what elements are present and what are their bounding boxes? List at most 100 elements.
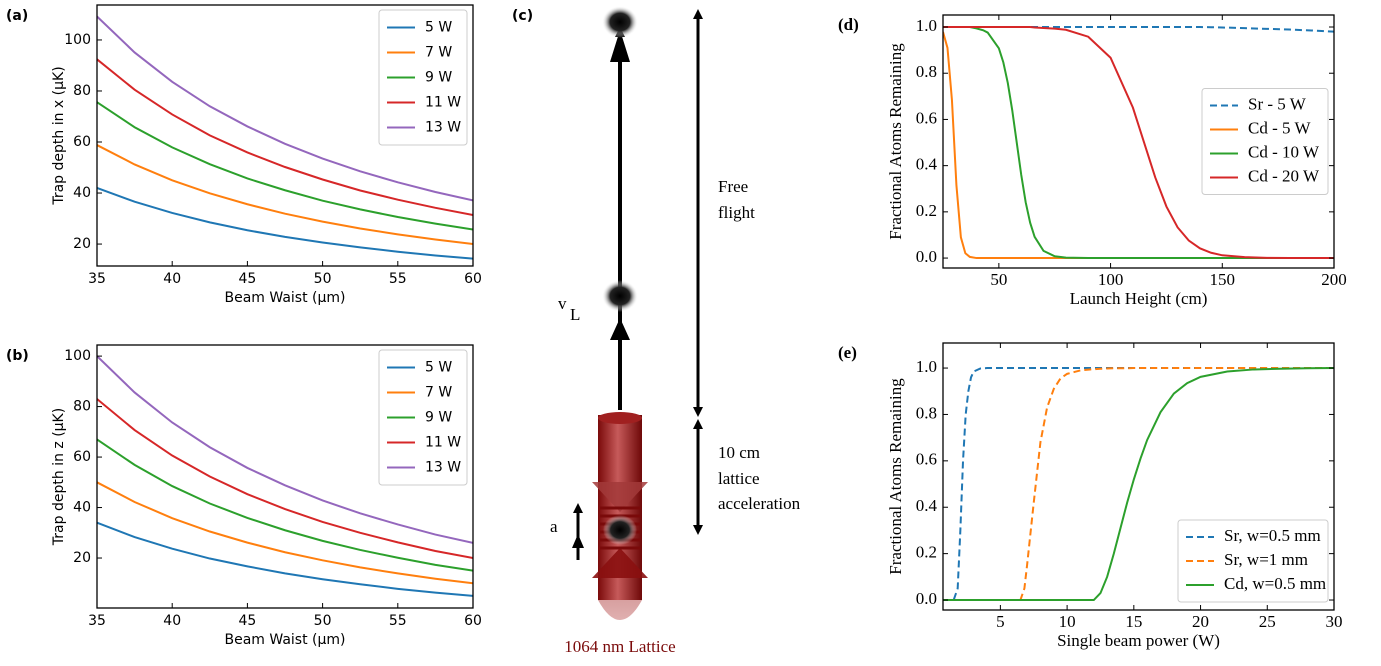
acceleration-arrowhead xyxy=(572,534,584,548)
free-flight-text: flight xyxy=(718,203,755,222)
y-tick-label: 20 xyxy=(73,236,91,252)
panel-label: (e) xyxy=(838,343,857,362)
y-tick-label: 80 xyxy=(73,83,91,99)
plot-frame xyxy=(942,14,1335,269)
legend-label: 13 W xyxy=(425,120,461,136)
y-tick-label: 0.4 xyxy=(916,155,938,174)
y-tick-label: 0.0 xyxy=(916,589,937,608)
x-axis-label: Beam Waist (μm) xyxy=(224,290,345,306)
y-tick-label: 0.2 xyxy=(916,543,937,562)
x-tick-label: 15 xyxy=(1125,612,1142,631)
x-tick-label: 10 xyxy=(1059,612,1076,631)
x-axis-label: Launch Height (cm) xyxy=(1070,289,1208,308)
chart: (d) 50 100 150 200 0.0 0.2 0.4 0.6 0.8 1.0 Launch H… xyxy=(838,14,1347,308)
x-tick-label: 35 xyxy=(88,271,106,287)
legend: Sr, w=0.5 mm Sr, w=1 mm Cd, w=0.5 mm xyxy=(1177,519,1329,603)
legend-box xyxy=(378,349,468,486)
velocity-subscript: L xyxy=(570,305,580,324)
legend-box xyxy=(1201,88,1329,195)
x-axis-label: Beam Waist (μm) xyxy=(224,632,345,648)
legend: 5 W 7 W 9 W 11 W 13 W xyxy=(378,9,468,146)
legend-label: 9 W xyxy=(425,70,452,86)
y-tick-label: 100 xyxy=(64,348,91,364)
x-tick-label: 200 xyxy=(1321,270,1347,289)
legend-label: Sr - 5 W xyxy=(1248,94,1307,113)
x-tick-label: 5 xyxy=(996,612,1005,631)
y-axis-label: Fractional Atoms Remaining xyxy=(886,43,905,240)
plot-frame xyxy=(942,342,1335,611)
y-tick-label: 40 xyxy=(73,185,91,201)
legend-label: 5 W xyxy=(425,360,452,376)
lattice-arrow-down xyxy=(592,482,648,512)
x-tick-label: 150 xyxy=(1210,270,1236,289)
legend-box xyxy=(378,9,468,146)
panel-label: (d) xyxy=(838,15,859,34)
acceleration-label: a xyxy=(550,517,558,536)
panel-label: (b) xyxy=(6,348,29,364)
legend-label: Sr, w=0.5 mm xyxy=(1224,526,1321,545)
atom-cloud xyxy=(602,280,638,312)
lattice-arrow-up xyxy=(592,548,648,578)
legend-label: Sr, w=1 mm xyxy=(1224,550,1308,569)
x-tick-label: 100 xyxy=(1098,270,1124,289)
y-tick-label: 100 xyxy=(64,32,91,48)
y-axis-label: Trap depth in z (μK) xyxy=(51,408,67,546)
path-arrowheads xyxy=(610,30,630,340)
legend-label: 11 W xyxy=(425,435,461,451)
atom-cloud xyxy=(603,515,637,545)
series-line xyxy=(97,438,473,572)
x-tick-label: 55 xyxy=(389,271,407,287)
x-tick-label: 60 xyxy=(464,613,482,629)
series-line xyxy=(97,521,473,597)
x-tick-label: 35 xyxy=(88,613,106,629)
y-tick-label: 60 xyxy=(73,134,91,150)
y-axis-label: Trap depth in x (μK) xyxy=(51,66,67,205)
beam-top xyxy=(598,412,642,424)
y-tick-label: 0.6 xyxy=(916,108,937,127)
x-tick-label: 50 xyxy=(990,270,1007,289)
diagram: (c) Free flight 10 cm lattice accelerati… xyxy=(512,6,801,656)
y-tick-label: 40 xyxy=(73,500,91,516)
velocity-label: v xyxy=(558,294,567,313)
y-tick-label: 0.6 xyxy=(916,450,937,469)
x-tick-label: 45 xyxy=(238,271,256,287)
x-tick-label: 50 xyxy=(314,613,332,629)
y-tick-label: 60 xyxy=(73,449,91,465)
chart: (e) 5 10 15 20 25 30 0.0 0.2 0.4 0.6 0.8 1.0 Single b… xyxy=(838,342,1343,650)
series-line xyxy=(97,398,473,560)
plot-frame xyxy=(96,4,474,267)
x-tick-label: 40 xyxy=(163,271,181,287)
legend-label: 5 W xyxy=(425,20,452,36)
acceleration-text: acceleration xyxy=(718,494,801,513)
legend: Sr - 5 W Cd - 5 W Cd - 10 W Cd - 20 W xyxy=(1201,88,1329,195)
chart: (b) 35 40 45 50 55 60 20 40 60 80 100 Beam Waist (μm… xyxy=(6,344,482,648)
panel-label: (c) xyxy=(512,8,533,24)
x-tick-label: 30 xyxy=(1326,612,1343,631)
x-axis-label: Single beam power (W) xyxy=(1057,631,1220,650)
y-tick-label: 0.0 xyxy=(916,247,937,266)
legend-box xyxy=(1177,519,1329,603)
legend: 5 W 7 W 9 W 11 W 13 W xyxy=(378,349,468,486)
x-tick-label: 50 xyxy=(314,271,332,287)
series-line xyxy=(97,186,473,260)
acceleration-text: 10 cm xyxy=(718,443,760,462)
series-line xyxy=(97,15,473,202)
series-line xyxy=(97,144,473,246)
legend-label: Cd, w=0.5 mm xyxy=(1224,574,1326,593)
y-tick-label: 0.8 xyxy=(916,62,937,81)
plot-frame xyxy=(96,344,474,609)
panel-label: (a) xyxy=(6,8,28,24)
legend-label: Cd - 20 W xyxy=(1248,166,1320,185)
atom-cloud xyxy=(602,6,638,38)
x-tick-label: 25 xyxy=(1259,612,1276,631)
series-line xyxy=(97,58,473,216)
series-line xyxy=(943,367,1334,602)
series-line xyxy=(943,26,1334,260)
y-tick-label: 80 xyxy=(73,399,91,415)
y-tick-label: 0.4 xyxy=(916,496,938,515)
legend-label: 9 W xyxy=(425,410,452,426)
y-tick-label: 0.8 xyxy=(916,403,937,422)
x-tick-label: 60 xyxy=(464,271,482,287)
lattice-label: 1064 nm Lattice xyxy=(564,637,675,656)
